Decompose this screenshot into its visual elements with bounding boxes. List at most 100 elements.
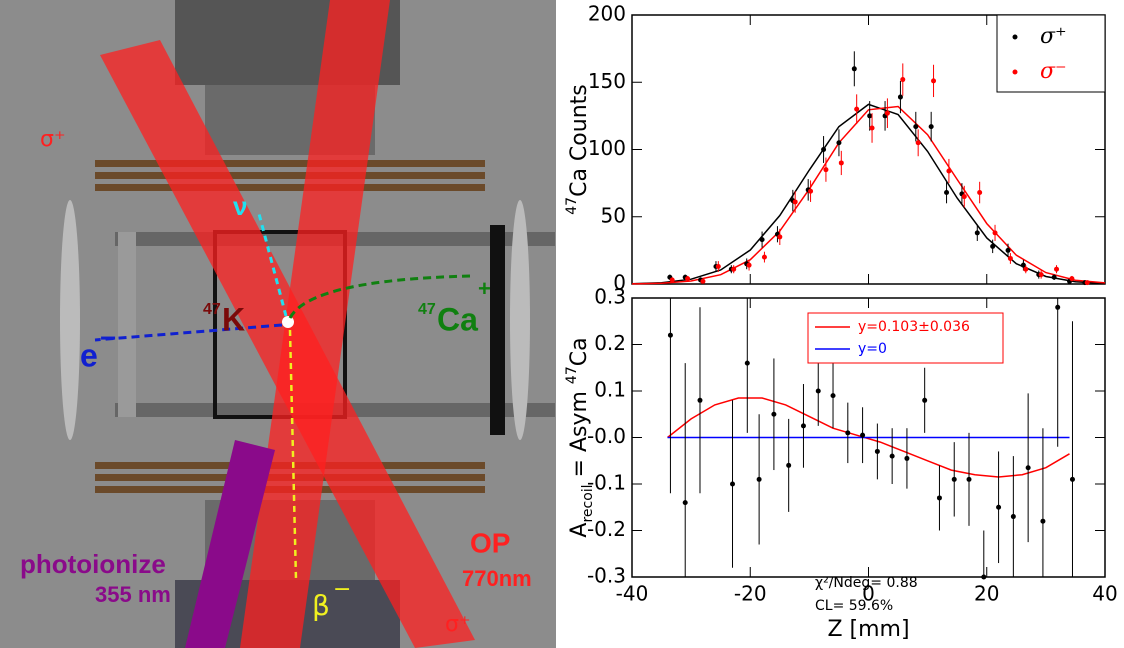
data-point [1051,274,1057,280]
data-point [1069,476,1075,482]
y-axis-label: 47Ca Counts [564,84,592,214]
data-point [1020,262,1026,268]
x-axis-label: Z [mm] [827,617,909,642]
neutrino-path [256,209,288,317]
fit-curve [631,105,1106,285]
data-point [913,124,919,130]
data-point [800,423,806,429]
data-point [936,495,942,501]
data-point [830,393,836,399]
x-tick-label: 20 [974,582,999,606]
x-tick-label: -20 [734,582,767,606]
data-point [845,430,851,436]
data-point [792,199,798,205]
data-point [815,388,821,394]
data-point [977,190,983,196]
coil-top [95,160,485,191]
y-axis-label-part: recoil [580,484,596,522]
y-tick-label: 0.2 [594,331,626,355]
data-point [744,360,750,366]
label: − [333,577,351,602]
legend-box [807,312,1004,364]
apparatus: σ⁺ σ⁺ OP 770nm photoionize 355 nm 47 K 4… [0,0,556,648]
data-point [992,230,998,236]
electron-path [94,323,283,342]
data-point [944,190,950,196]
data-point [731,266,737,272]
data-point [697,397,703,403]
flange [60,200,80,440]
data-point [836,140,842,146]
data-point [931,78,937,84]
data-point [715,264,721,270]
label: photoionize [20,549,166,579]
fit-curve [631,103,1106,285]
frame [118,232,136,417]
data-point [1069,276,1075,282]
y-tick-label: 0.3 [594,285,626,309]
data-point [966,476,972,482]
y-tick-label: 100 [588,136,626,160]
data-point [1055,304,1061,310]
annotation: CL= 59.6% [815,598,893,614]
data-point [922,397,928,403]
y-axis-label-part: 47 [564,366,580,384]
legend-marker [1012,69,1018,75]
y-tick-label: -0.2 [587,517,626,541]
beam [240,0,390,648]
legend-label: σ⁻ [1040,59,1067,84]
y-axis-label: Arecoil = Asym 47Ca [564,337,596,537]
data-point [869,125,875,131]
x-tick-label: 0 [862,582,875,606]
label: ν [233,191,247,221]
data-point [904,455,910,461]
data-point [860,432,866,438]
data-point [821,147,827,152]
data-point [759,237,765,243]
data-point [761,254,767,260]
data-point [1038,272,1044,278]
data-point [685,276,691,282]
y-tick-label: -0.3 [587,564,626,588]
y-tick-label: 150 [588,69,626,93]
label: 47 [203,301,221,318]
data-point [928,124,934,130]
data-point [874,448,880,454]
y-tick-label: 0.1 [594,378,626,402]
data-point [746,262,752,268]
data-point [884,110,890,116]
data-point [990,243,996,249]
y-axis-label-part: Ca Counts [567,84,592,197]
data-point [1010,514,1016,520]
y-axis-label-part: Ca [567,337,592,366]
data-point [961,194,967,200]
data-point [1007,255,1013,261]
data-point [669,277,675,283]
data-point [974,230,980,236]
data-point [682,500,688,506]
data-point [889,453,895,459]
label: 47 [418,301,436,318]
label: K [222,301,245,337]
y-tick-label: 0 [613,271,626,295]
data-point [1005,247,1011,253]
label: − [100,322,116,353]
data-point [1040,518,1046,524]
data-point [900,77,906,83]
beta-path [288,329,298,581]
legend-box [996,14,1106,93]
data-point [915,140,921,146]
data-point [1025,465,1031,471]
label: OP [470,527,510,558]
x-tick-label: 40 [1092,582,1117,606]
y-axis-label-part: A [567,523,592,538]
annotation: χ²/Ndeg= 0.88 [815,575,918,591]
label: e [80,337,98,373]
label: σ⁺ [40,127,66,152]
y-axis-label-part: 47 [564,197,580,215]
data-point [897,94,903,100]
label: 355 nm [95,582,171,607]
y-tick-label: 50 [601,203,626,227]
